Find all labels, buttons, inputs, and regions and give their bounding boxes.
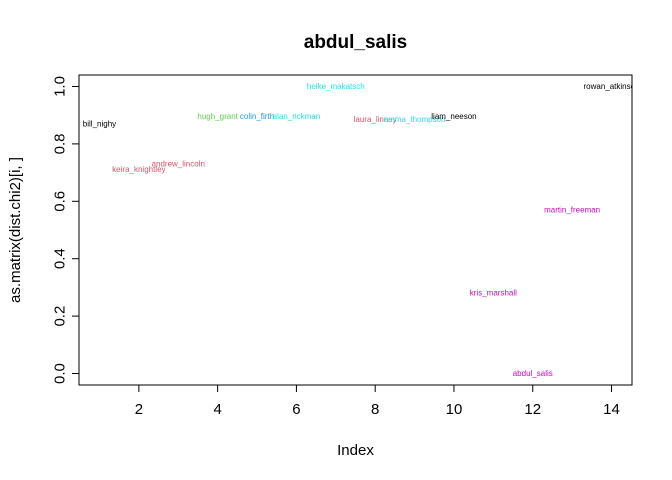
y-tick-label: 0.2 xyxy=(52,306,69,327)
point-label-laura-linney: laura_linney xyxy=(354,115,397,124)
x-axis: 2 4 6 8 10 12 14 xyxy=(135,384,620,418)
x-tick-label: 10 xyxy=(446,401,463,418)
y-tick-label: 1.0 xyxy=(52,76,69,97)
x-tick-label: 14 xyxy=(603,401,620,418)
point-label-bill-nighy: bill_nighy xyxy=(83,119,116,128)
point-label-colin-firth: colin_firth xyxy=(240,112,274,121)
y-tick-label: 0.8 xyxy=(52,133,69,154)
x-tick-label: 12 xyxy=(524,401,541,418)
y-axis: 0.0 0.2 0.4 0.6 0.8 1.0 xyxy=(52,76,80,384)
point-label-abdul-salis: abdul_salis xyxy=(513,369,553,378)
point-label-keira-knightley: keira_knightley xyxy=(112,165,165,174)
x-tick-label: 2 xyxy=(135,401,143,418)
x-axis-label: Index xyxy=(337,442,374,459)
point-label-andrew-lincoln: andrew_lincoln xyxy=(152,159,205,168)
point-label-alan-rickman: alan_rickman xyxy=(273,112,321,121)
x-tick-label: 4 xyxy=(213,401,221,418)
y-tick-label: 0.0 xyxy=(52,363,69,384)
point-label-martin-freeman: martin_freeman xyxy=(544,205,600,214)
point-label-rowan-atkinson: rowan_atkinson xyxy=(583,82,639,91)
y-axis-label: as.matrix(dist.chi2)[i, ] xyxy=(7,157,24,303)
point-label-liam-neeson: liam_neeson xyxy=(431,112,476,121)
y-tick-label: 0.6 xyxy=(52,191,69,212)
point-label-hugh-grant: hugh_grant xyxy=(197,112,238,121)
x-tick-label: 8 xyxy=(371,401,379,418)
point-label-heike-makatsch: heike_makatsch xyxy=(307,82,365,91)
point-label-emma-thompson: emma_thompson xyxy=(384,115,446,124)
x-tick-label: 6 xyxy=(292,401,300,418)
chart-title: abdul_salis xyxy=(304,32,408,53)
point-label-kris-marshall: kris_marshall xyxy=(470,289,517,298)
y-tick-label: 0.4 xyxy=(52,248,69,269)
